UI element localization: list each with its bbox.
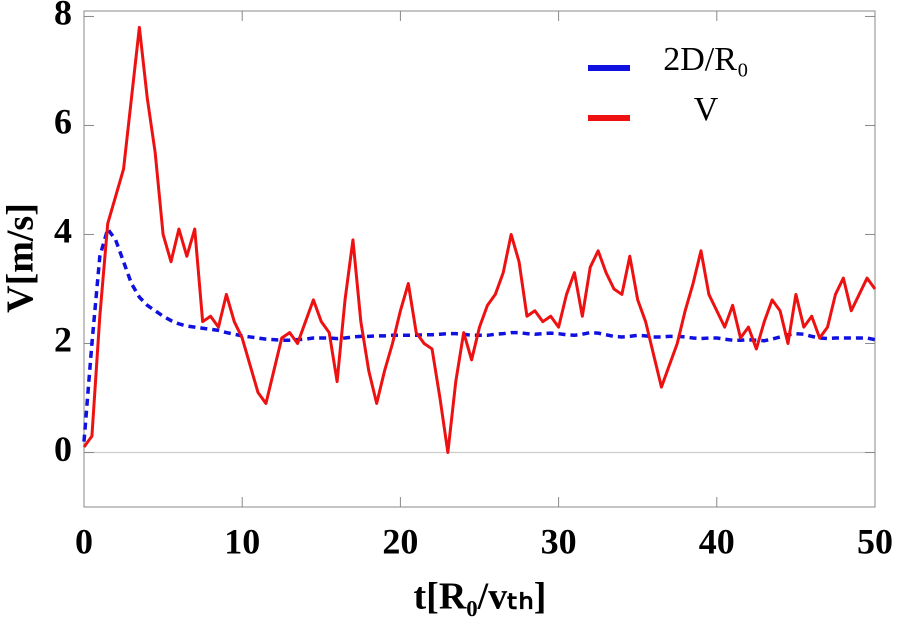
x-axis-label: t[R₀/vₜₕ] bbox=[414, 576, 547, 618]
series-line bbox=[82, 227, 876, 442]
y-tick-label: 2 bbox=[54, 320, 72, 360]
x-tick-label: 50 bbox=[857, 521, 893, 561]
x-tick-label: 0 bbox=[75, 521, 93, 561]
x-tick-label: 30 bbox=[541, 521, 577, 561]
legend-label: 2D/R₀ bbox=[663, 41, 749, 78]
y-tick-label: 0 bbox=[54, 429, 72, 469]
legend-label: V bbox=[694, 91, 719, 128]
y-tick-label: 4 bbox=[54, 211, 72, 251]
x-tick-label: 40 bbox=[699, 521, 735, 561]
y-tick-label: 6 bbox=[54, 102, 72, 142]
plot-frame bbox=[83, 10, 876, 508]
series-line bbox=[82, 25, 877, 454]
x-tick-label: 20 bbox=[382, 521, 418, 561]
y-axis-label: V[m/s] bbox=[0, 203, 42, 313]
x-tick-label: 10 bbox=[224, 521, 260, 561]
y-tick-label: 8 bbox=[54, 0, 72, 33]
